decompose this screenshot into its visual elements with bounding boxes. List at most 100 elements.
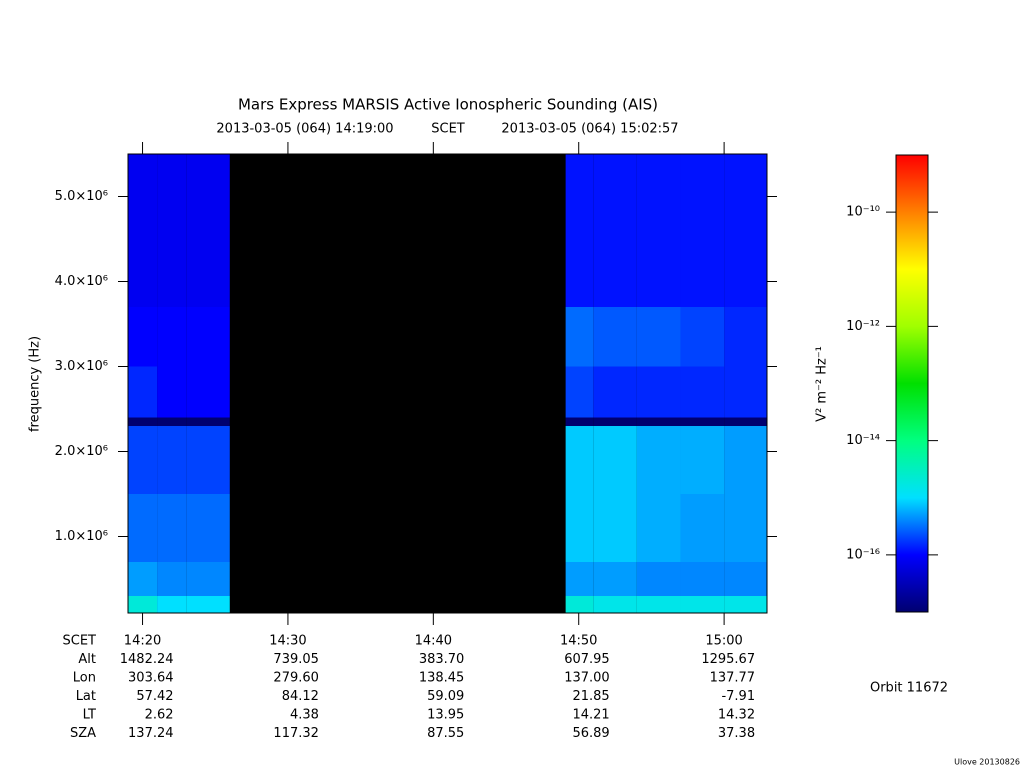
spectrogram-cell <box>724 366 767 418</box>
ephemeris-value: 21.85 <box>572 689 609 704</box>
spectrogram-cell <box>128 154 158 307</box>
subtitle-end: 2013-03-05 (064) 15:02:57 <box>501 122 678 137</box>
spectrogram-cell <box>724 494 767 562</box>
spectrogram-cell <box>636 366 681 418</box>
x-tick-label: 15:00 <box>705 634 742 649</box>
spectrogram-cell <box>593 366 637 418</box>
ephemeris-label: Lon <box>73 671 96 686</box>
spectrogram-cell <box>724 154 767 307</box>
spectrogram-cell <box>186 596 230 613</box>
y-tick-label: 4.0×10⁶ <box>55 274 108 289</box>
spectrogram-cell <box>128 417 158 426</box>
spectrogram-cell <box>636 494 681 562</box>
spectrogram-cell <box>593 426 637 494</box>
spectrogram-cell <box>593 307 637 367</box>
ephemeris-value: 137.00 <box>564 671 610 686</box>
spectrogram-cell <box>186 307 230 367</box>
spectrogram-cell <box>157 596 187 613</box>
spectrogram-cell <box>565 596 594 613</box>
spectrogram-cell <box>680 426 725 494</box>
ephemeris-value: 59.09 <box>427 689 464 704</box>
subtitle-start: 2013-03-05 (064) 14:19:00 <box>216 122 393 137</box>
x-tick-label: 14:20 <box>124 634 161 649</box>
ephemeris-value: 14.21 <box>572 708 609 723</box>
spectrogram-cell <box>565 494 594 562</box>
colorbar-tick-label: 10⁻¹⁶ <box>846 547 880 562</box>
ephemeris-label: SZA <box>70 726 96 741</box>
spectrogram-cell <box>636 426 681 494</box>
spectrogram-cell <box>593 154 637 307</box>
spectrogram-cell <box>680 596 725 613</box>
spectrogram-cell <box>157 417 187 426</box>
spectrogram-cell <box>157 494 187 562</box>
spectrogram-cell <box>636 562 681 596</box>
y-tick-label: 3.0×10⁶ <box>55 359 108 374</box>
spectrogram-cell <box>128 307 158 367</box>
ephemeris-value: 37.38 <box>718 726 755 741</box>
spectrogram-cell <box>636 154 681 307</box>
ephemeris-value: 117.32 <box>273 726 319 741</box>
ephemeris-label: Lat <box>76 689 96 704</box>
ephemeris-label: Alt <box>78 652 96 667</box>
spectrogram-cell <box>186 494 230 562</box>
spectrogram-cell <box>128 494 158 562</box>
spectrogram-cell <box>680 307 725 367</box>
spectrogram-cell <box>593 417 637 426</box>
ephemeris-value: 739.05 <box>273 652 319 667</box>
spectrogram-cell <box>636 417 681 426</box>
spectrogram-cell <box>186 154 230 307</box>
x-tick-label: 14:40 <box>415 634 452 649</box>
spectrogram-cell <box>565 307 594 367</box>
ephemeris-value: 137.77 <box>710 671 756 686</box>
ephemeris-label: LT <box>83 708 96 723</box>
spectrogram-cell <box>593 494 637 562</box>
ephemeris-value: -7.91 <box>721 689 755 704</box>
colorbar-tick-label: 10⁻¹² <box>846 319 880 334</box>
colorbar-tick-label: 10⁻¹⁰ <box>846 205 880 220</box>
spectrogram-cell <box>186 426 230 494</box>
ephemeris-value: 137.24 <box>128 726 174 741</box>
spectrogram-cell <box>724 426 767 494</box>
spectrogram-cell <box>565 562 594 596</box>
colorbar-label: V² m⁻² Hz⁻¹ <box>815 346 830 422</box>
spectrogram-cell <box>157 307 187 367</box>
colorbar <box>895 154 929 613</box>
ephemeris-value: 56.89 <box>572 726 609 741</box>
spectrogram-cell <box>636 596 681 613</box>
spectrogram-cell <box>186 417 230 426</box>
ephemeris-value: 138.45 <box>419 671 465 686</box>
plot-frame <box>127 153 768 614</box>
y-tick-label: 5.0×10⁶ <box>55 189 108 204</box>
spectrogram-cell <box>186 562 230 596</box>
spectrogram-cell <box>593 562 637 596</box>
spectrogram-cell <box>680 154 725 307</box>
ephemeris-value: 1482.24 <box>120 652 174 667</box>
colorbar-tick-label: 10⁻¹⁴ <box>846 433 880 448</box>
y-tick-label: 1.0×10⁶ <box>55 529 108 544</box>
spectrogram-cell <box>724 562 767 596</box>
spectrogram-cell <box>157 426 187 494</box>
spectrogram-cell <box>565 154 594 307</box>
spectrogram-cell <box>565 426 594 494</box>
ephemeris-value: 57.42 <box>136 689 173 704</box>
spectrogram-cell <box>680 494 725 562</box>
x-tick-label: 14:30 <box>269 634 306 649</box>
chart-title: Mars Express MARSIS Active Ionospheric S… <box>238 96 658 114</box>
ephemeris-value: 1295.67 <box>701 652 755 667</box>
ephemeris-value: 2.62 <box>145 708 174 723</box>
spectrogram-cell <box>128 366 158 418</box>
ephemeris-value: 87.55 <box>427 726 464 741</box>
spectrogram-cell <box>724 307 767 367</box>
spectrogram-cell <box>186 366 230 418</box>
ephemeris-value: 14.32 <box>718 708 755 723</box>
spectrogram-cell <box>157 562 187 596</box>
spectrogram-cell <box>565 366 594 418</box>
ephemeris-value: 279.60 <box>273 671 319 686</box>
ephemeris-value: 383.70 <box>419 652 465 667</box>
spectrogram-cell <box>565 417 594 426</box>
x-tick-label: 14:50 <box>560 634 597 649</box>
spectrogram-cell <box>724 417 767 426</box>
ephemeris-value: 13.95 <box>427 708 464 723</box>
ephemeris-value: 303.64 <box>128 671 174 686</box>
spectrogram-cell <box>680 417 725 426</box>
